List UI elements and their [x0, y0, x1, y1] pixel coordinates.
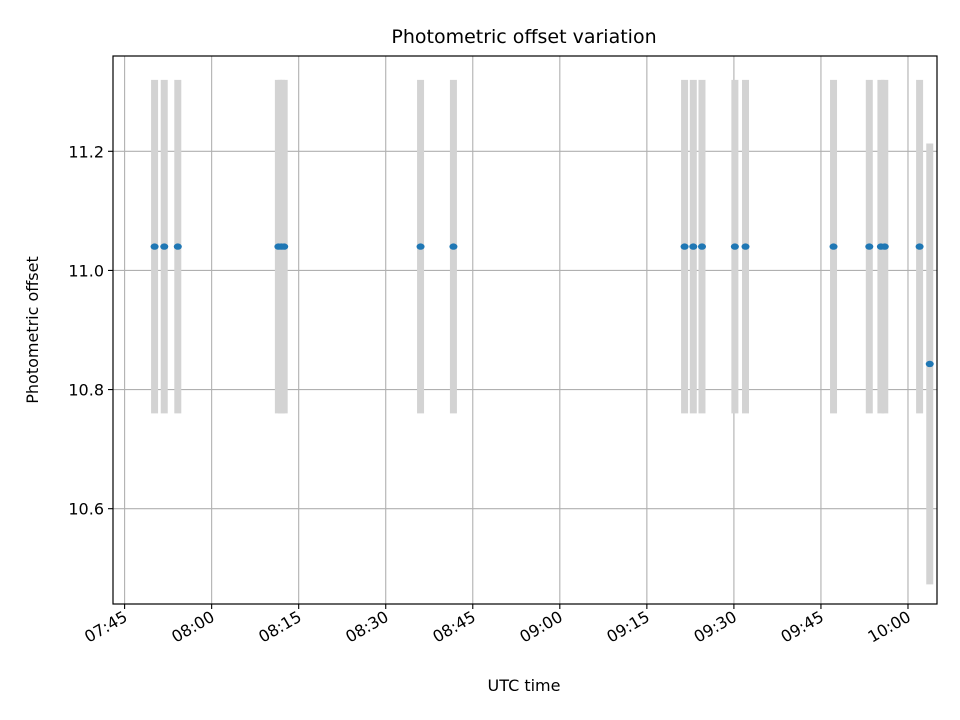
y-axis-ticks: 10.6 10.8 11.0 11.2 [68, 142, 113, 519]
y-tick-label: 10.6 [68, 500, 104, 519]
data-point [150, 243, 159, 250]
data-point [829, 243, 838, 250]
y-tick-label: 11.2 [68, 142, 104, 161]
data-point [880, 243, 889, 250]
y-axis-label: Photometric offset [23, 256, 42, 404]
chart-title: Photometric offset variation [391, 26, 656, 48]
y-tick-label: 11.0 [68, 261, 104, 280]
y-tick-label: 10.8 [68, 381, 104, 400]
data-point [865, 243, 874, 250]
data-point [925, 360, 934, 368]
x-axis-label: UTC time [488, 676, 561, 695]
data-points [150, 243, 934, 368]
data-point [680, 243, 689, 250]
data-point [160, 243, 169, 250]
data-point [449, 243, 458, 250]
data-point [280, 243, 289, 250]
data-point [173, 243, 182, 250]
data-point [689, 243, 698, 250]
plot-frame [112, 55, 938, 605]
data-point [416, 243, 425, 250]
data-point [741, 243, 750, 250]
data-point [697, 243, 706, 250]
data-point [730, 243, 739, 250]
data-point [915, 243, 924, 250]
